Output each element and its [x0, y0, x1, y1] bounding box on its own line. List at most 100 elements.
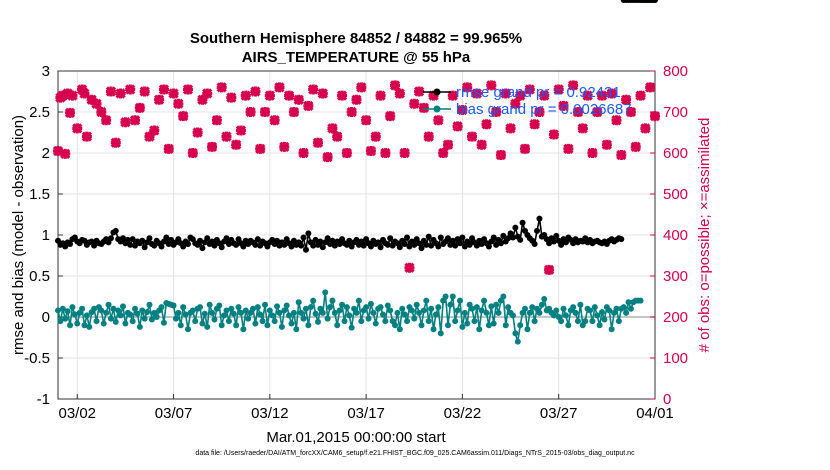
bias-point [329, 297, 336, 304]
bias-point [627, 305, 634, 312]
obs-count-point [336, 90, 348, 101]
rmse-point [199, 245, 206, 252]
bias-point [620, 304, 627, 311]
bias-point [623, 309, 630, 316]
obs-count-point [385, 110, 396, 122]
y-right-tick-label: 300 [663, 268, 688, 285]
rmse-point [274, 237, 281, 244]
obs-count-point [423, 131, 434, 142]
bias-point [129, 318, 136, 325]
bias-point [269, 312, 276, 319]
rmse-point [112, 227, 119, 234]
bias-point [148, 316, 155, 323]
bias-point [560, 305, 567, 312]
rmse-point [240, 243, 247, 250]
obs-count-point [529, 119, 540, 130]
bias-point [141, 315, 148, 322]
obs-count-point [255, 143, 266, 155]
rmse-point [418, 245, 425, 252]
rmse-point [411, 241, 418, 248]
obs-count-point [534, 106, 545, 118]
obs-count-point [433, 115, 444, 126]
obs-count-point [158, 84, 170, 95]
obs-count-point [346, 106, 357, 118]
bias-point [408, 307, 415, 314]
bias-point [177, 322, 184, 329]
bias-point [211, 316, 218, 323]
bias-point [502, 322, 509, 329]
bias-point [505, 304, 512, 311]
bias-point [71, 311, 78, 318]
obs-count-point [211, 115, 223, 126]
y-left-tick-label: 2.5 [29, 104, 50, 121]
y-right-tick-label: 200 [663, 309, 688, 326]
bias-point [283, 302, 290, 309]
obs-count-point [259, 106, 271, 118]
bias-point [100, 320, 107, 327]
legend-entry: rmse grand pr = 0.92431 [456, 84, 621, 101]
bias-point [464, 320, 471, 327]
rmse-point [497, 240, 504, 247]
obs-count-point [568, 80, 579, 91]
bias-point [204, 323, 211, 330]
bias-point [69, 304, 76, 311]
bias-point [242, 307, 249, 314]
bias-point [473, 304, 480, 311]
rmse-point [151, 242, 158, 249]
rmse-point [91, 242, 98, 249]
bias-point [302, 305, 309, 312]
obs-count-point [72, 123, 83, 134]
rmse-point [300, 234, 307, 241]
data-file-footer: data file: /Users/raeder/DAI/ATM_forcXX/… [195, 450, 635, 457]
bias-point [478, 307, 485, 314]
bias-point [401, 311, 408, 318]
rmse-point [127, 241, 134, 248]
obs-count-point [192, 127, 203, 138]
obs-count-point [365, 145, 377, 157]
rmse-point [449, 237, 456, 244]
rmse-point [493, 241, 500, 248]
bias-point [562, 312, 569, 319]
bias-point [541, 295, 548, 302]
y-left-tick-label: 0 [42, 309, 50, 326]
obs-count-point [202, 88, 213, 99]
rmse-point [416, 240, 423, 247]
bias-point [348, 324, 355, 331]
rmse-point [553, 232, 560, 239]
bias-point [216, 302, 223, 309]
bias-point [264, 322, 271, 329]
obs-count-point [616, 149, 627, 161]
rmse-point [406, 243, 413, 250]
bias-point [59, 305, 66, 312]
legend-swatch-marker [433, 105, 441, 113]
bias-point [377, 304, 384, 311]
rmse-point [375, 239, 382, 246]
rmse-point [252, 241, 259, 248]
obs-count-point [351, 94, 362, 105]
obs-count-point [168, 88, 179, 99]
obs-count-point [413, 86, 425, 97]
bias-point [558, 318, 565, 325]
bias-point [582, 318, 589, 325]
y-left-tick-label: 1.5 [29, 186, 50, 203]
rmse-point [618, 236, 625, 243]
rmse-point [517, 236, 524, 243]
bias-point [83, 312, 90, 319]
rmse-point [107, 235, 114, 242]
plot-area: -1 -0.5 0 0.5 1 1.5 2 2.5 3 0 100 200 300 400 500 600 70… [24, 0, 688, 422]
bias-point [399, 305, 406, 312]
obs-count-point [563, 143, 574, 155]
bias-point [64, 308, 71, 315]
obs-count-point [490, 106, 502, 118]
bias-point [278, 323, 285, 330]
bias-point [346, 312, 353, 319]
bias-point [553, 307, 560, 314]
bias-point [428, 305, 435, 312]
bias-point [613, 305, 620, 312]
bias-point [274, 303, 281, 310]
bias-point [209, 309, 216, 316]
y-right-tick-label: 0 [663, 391, 671, 408]
obs-count-point [630, 141, 641, 152]
bias-point [435, 304, 442, 311]
obs-count-point [231, 139, 242, 150]
